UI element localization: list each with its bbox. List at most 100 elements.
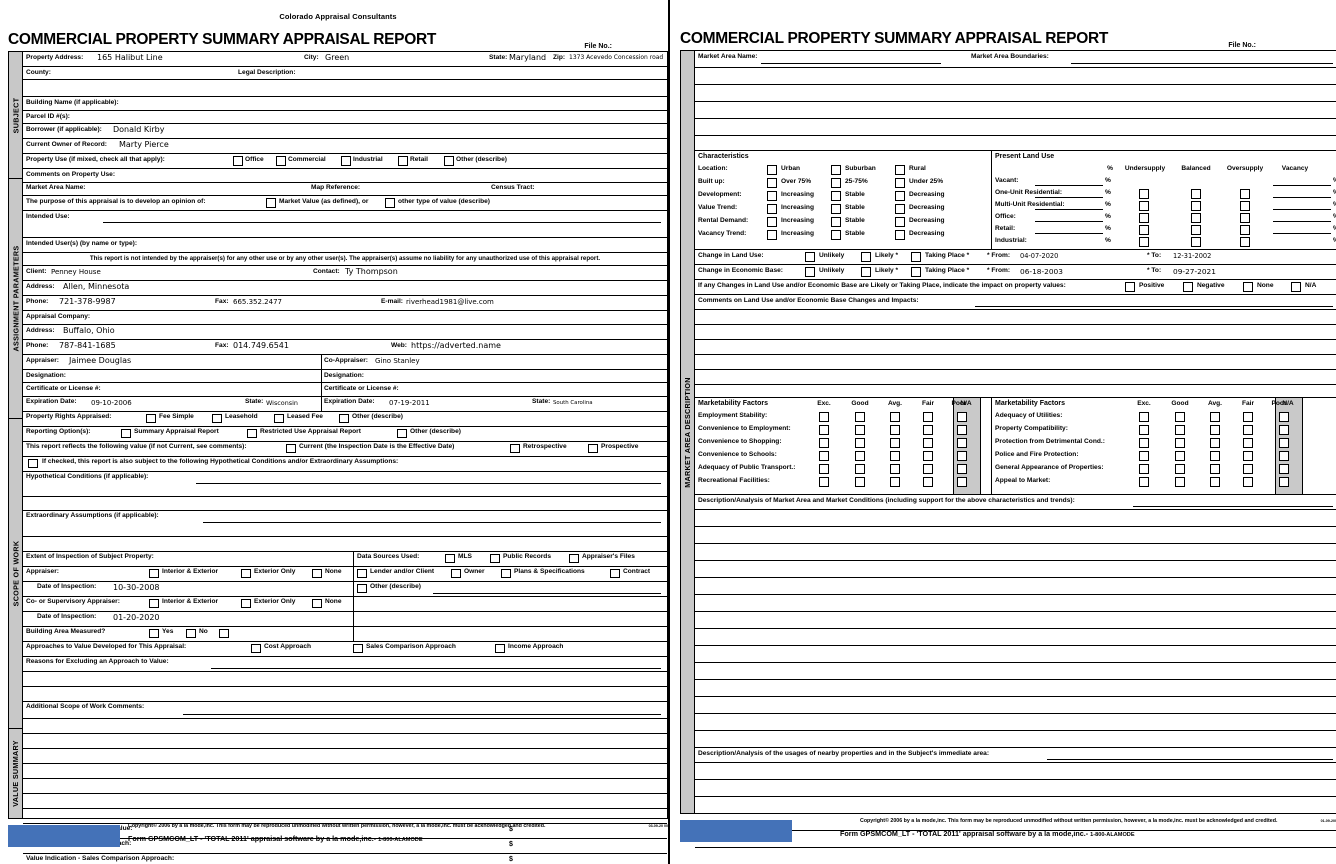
row-intended-use[interactable]: Intended Use: bbox=[23, 211, 667, 238]
checkbox-impact-positive[interactable] bbox=[1125, 282, 1135, 292]
checkbox-office-oversupply[interactable] bbox=[1240, 213, 1250, 223]
checkbox-other-value-type[interactable] bbox=[385, 198, 395, 208]
checkbox-rental-stable[interactable] bbox=[831, 217, 841, 227]
row-market-blank-2[interactable] bbox=[695, 85, 1336, 102]
row-reasons-excluding[interactable]: Reasons for Excluding an Approach to Val… bbox=[23, 657, 667, 672]
checkbox-impact-na[interactable] bbox=[1291, 282, 1301, 292]
checkbox-current[interactable] bbox=[286, 443, 296, 454]
row-extraordinary-assumptions[interactable]: Extraordinary Assumptions (if applicable… bbox=[23, 511, 667, 552]
checkbox-utilities-avg[interactable] bbox=[1210, 412, 1220, 422]
row-comments-property-use[interactable]: Comments on Property Use: bbox=[23, 169, 667, 183]
checkbox-valuetrend-stable[interactable] bbox=[831, 204, 841, 214]
checkbox-sales-comparison[interactable] bbox=[353, 643, 363, 654]
row-client-phone[interactable]: Phone: 721-378-9987 Fax: 665.352.2477 E-… bbox=[23, 296, 667, 312]
checkbox-employment-stability-good[interactable] bbox=[855, 412, 865, 422]
checkbox-landuse-unlikely[interactable] bbox=[805, 252, 815, 262]
checkbox-conv-shopping-exc[interactable] bbox=[819, 438, 829, 448]
checkbox-building-area-yes[interactable] bbox=[149, 628, 159, 639]
row-appraiser-inspection-date[interactable]: Date of Inspection: 10-30-2008 Other (de… bbox=[23, 581, 667, 597]
row-co-appraiser-inspection[interactable]: Co- or Supervisory Appraiser: Interior &… bbox=[23, 596, 667, 612]
row-landuse-comments-blank-3[interactable] bbox=[695, 340, 1336, 355]
checkbox-economic-likely[interactable] bbox=[861, 267, 871, 277]
row-property-rights[interactable]: Property Rights Appraised: Fee Simple Le… bbox=[23, 412, 667, 427]
row-desc-market-blank-5[interactable] bbox=[695, 578, 1336, 595]
checkbox-conv-shopping-avg[interactable] bbox=[890, 438, 900, 448]
row-desc-market-blank-11[interactable] bbox=[695, 680, 1336, 697]
checkbox-builtup-over75[interactable] bbox=[767, 178, 777, 188]
checkbox-employment-stability-fair[interactable] bbox=[923, 412, 933, 422]
checkbox-detrimental-fair[interactable] bbox=[1243, 438, 1253, 448]
row-desc-market-blank-13[interactable] bbox=[695, 714, 1336, 731]
checkbox-location-urban[interactable] bbox=[767, 165, 777, 175]
checkbox-employment-stability-avg[interactable] bbox=[890, 412, 900, 422]
checkbox-builtup-under25[interactable] bbox=[895, 178, 905, 188]
checkbox-one-unit-undersupply[interactable] bbox=[1139, 189, 1149, 199]
row-appraiser-inspection[interactable]: Appraiser: Interior & Exterior Exterior … bbox=[23, 566, 667, 582]
checkbox-retrospective[interactable] bbox=[510, 443, 520, 454]
row-scope-blank-7[interactable] bbox=[23, 809, 667, 824]
checkbox-use-commercial[interactable] bbox=[276, 156, 286, 166]
checkbox-owner[interactable] bbox=[451, 568, 461, 579]
row-parcel-id[interactable]: Parcel ID #(s): bbox=[23, 111, 667, 125]
checkbox-development-increasing[interactable] bbox=[767, 191, 777, 201]
checkbox-rental-decreasing[interactable] bbox=[895, 217, 905, 227]
checkbox-location-suburban[interactable] bbox=[831, 165, 841, 175]
row-desc-usages-blank-5[interactable] bbox=[695, 831, 1336, 848]
checkbox-development-stable[interactable] bbox=[831, 191, 841, 201]
checkbox-building-area-extra[interactable] bbox=[219, 628, 229, 639]
row-market-blank-5[interactable] bbox=[695, 136, 1336, 150]
checkbox-recreational-poor[interactable] bbox=[957, 477, 967, 487]
checkbox-landuse-taking-place[interactable] bbox=[911, 252, 921, 262]
checkbox-economic-unlikely[interactable] bbox=[805, 267, 815, 277]
checkbox-income-approach[interactable] bbox=[495, 643, 505, 654]
checkbox-conv-employment-poor[interactable] bbox=[957, 425, 967, 435]
row-hypothetical-conditions[interactable]: Hypothetical Conditions (if applicable): bbox=[23, 472, 667, 511]
checkbox-conv-employment-avg[interactable] bbox=[890, 425, 900, 435]
checkbox-public-transport-poor[interactable] bbox=[957, 464, 967, 474]
checkbox-impact-none[interactable] bbox=[1243, 282, 1253, 292]
row-reporting-options[interactable]: Reporting Option(s): Summary Appraisal R… bbox=[23, 427, 667, 442]
row-change-economic-base[interactable]: Change in Economic Base: Unlikely Likely… bbox=[695, 265, 1336, 280]
checkbox-police-fire-poor[interactable] bbox=[1279, 451, 1289, 461]
checkbox-police-fire-fair[interactable] bbox=[1243, 451, 1253, 461]
row-county[interactable]: County: Legal Description: bbox=[23, 67, 667, 81]
row-co-inspection-date[interactable]: Date of Inspection: 01-20-2020 bbox=[23, 611, 667, 627]
checkbox-office-balanced[interactable] bbox=[1191, 213, 1201, 223]
row-market-area-name-r[interactable]: Market Area Name: Market Area Boundaries… bbox=[695, 51, 1336, 68]
checkbox-appearance-poor[interactable] bbox=[1279, 464, 1289, 474]
checkbox-leased-fee[interactable] bbox=[274, 413, 284, 424]
checkbox-economic-taking-place[interactable] bbox=[911, 267, 921, 277]
checkbox-appraisers-files[interactable] bbox=[569, 553, 579, 564]
checkbox-utilities-good[interactable] bbox=[1175, 412, 1185, 422]
checkbox-cost-approach[interactable] bbox=[251, 643, 261, 654]
row-desc-usages-blank-4[interactable] bbox=[695, 814, 1336, 831]
checkbox-rental-increasing[interactable] bbox=[767, 217, 777, 227]
row-change-land-use[interactable]: Change in Land Use: Unlikely Likely * Ta… bbox=[695, 250, 1336, 265]
checkbox-co-interior-exterior[interactable] bbox=[149, 598, 159, 609]
row-reasons-blank-2[interactable] bbox=[23, 687, 667, 702]
row-scope-blank-6[interactable] bbox=[23, 794, 667, 809]
row-scope-blank-1[interactable] bbox=[23, 719, 667, 734]
checkbox-reporting-other[interactable] bbox=[397, 428, 407, 439]
checkbox-appeal-poor[interactable] bbox=[1279, 477, 1289, 487]
checkbox-utilities-exc[interactable] bbox=[1139, 412, 1149, 422]
checkbox-detrimental-exc[interactable] bbox=[1139, 438, 1149, 448]
row-desc-usages-blank-6[interactable] bbox=[695, 848, 1336, 864]
row-current-owner[interactable]: Current Owner of Record: Marty Pierce bbox=[23, 139, 667, 155]
row-landuse-comments-blank-5[interactable] bbox=[695, 370, 1336, 385]
checkbox-if-checked[interactable] bbox=[28, 458, 38, 469]
checkbox-summary-report[interactable] bbox=[121, 428, 131, 439]
checkbox-public-transport-avg[interactable] bbox=[890, 464, 900, 474]
checkbox-police-fire-good[interactable] bbox=[1175, 451, 1185, 461]
checkbox-contract[interactable] bbox=[610, 568, 620, 579]
checkbox-appraiser-none[interactable] bbox=[312, 568, 322, 579]
row-desc-usages-blank-1[interactable] bbox=[695, 763, 1336, 780]
row-desc-market-blank-1[interactable] bbox=[695, 510, 1336, 527]
row-desc-market-blank-14[interactable] bbox=[695, 731, 1336, 748]
row-desc-market-blank-3[interactable] bbox=[695, 544, 1336, 561]
row-market-blank-4[interactable] bbox=[695, 119, 1336, 136]
checkbox-plans-specs[interactable] bbox=[501, 568, 511, 579]
checkbox-appeal-good[interactable] bbox=[1175, 477, 1185, 487]
checkbox-rights-other[interactable] bbox=[339, 413, 349, 424]
row-scope-blank-2[interactable] bbox=[23, 734, 667, 749]
